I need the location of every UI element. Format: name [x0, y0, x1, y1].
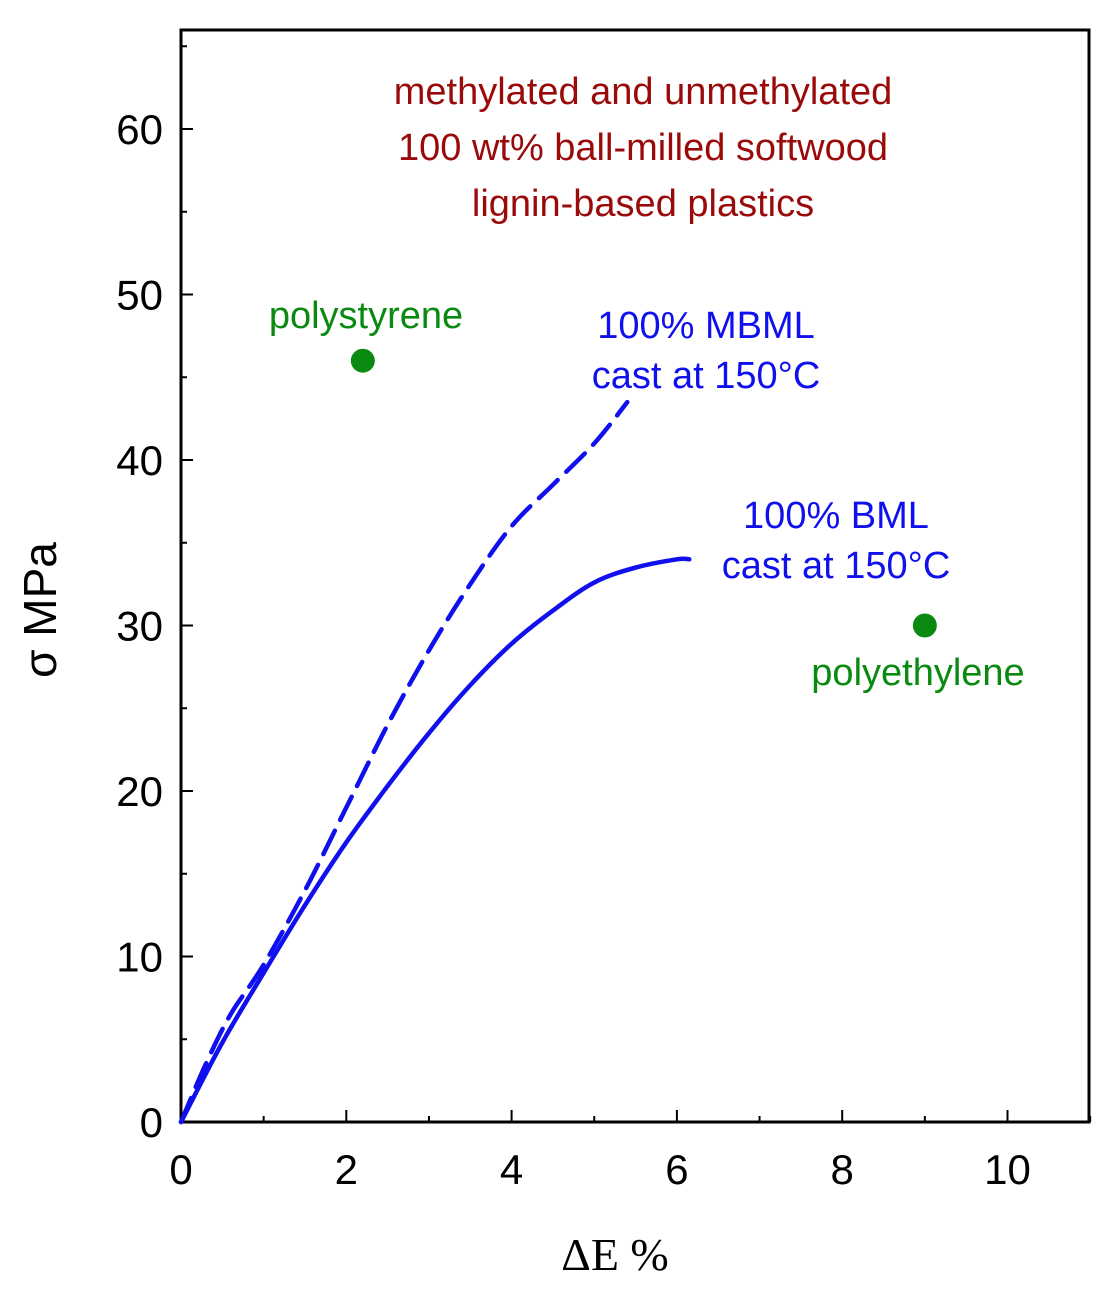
mbml-curve: [178, 399, 630, 1125]
polystyrene-label: polystyrene: [269, 295, 463, 337]
x-tick-label-6: 6: [665, 1146, 688, 1193]
x-tick-label-0: 0: [169, 1146, 192, 1193]
x-tick-label-2: 2: [335, 1146, 358, 1193]
y-tick-label-10: 10: [116, 934, 163, 981]
x-tick-label-8: 8: [831, 1146, 854, 1193]
chart-title: methylated and unmethylated 100 wt% ball-…: [394, 71, 893, 225]
y-tick-label-20: 20: [116, 768, 163, 815]
bml-label-line2: cast at 150°C: [722, 545, 951, 587]
bml-curve: [178, 556, 692, 1125]
y-tick-label-60: 60: [116, 106, 163, 153]
polyethylene-label: polyethylene: [811, 652, 1024, 694]
series-layer: [178, 399, 692, 1125]
y-tick-label-0: 0: [140, 1099, 163, 1146]
chart-title-line-1: methylated and unmethylated: [394, 71, 893, 113]
x-axis: 0 2 4 6 8 10: [169, 1110, 1092, 1193]
x-tick-label-4: 4: [500, 1146, 523, 1193]
plot-frame: [179, 28, 1091, 1124]
mbml-label-line1: 100% MBML: [597, 305, 815, 347]
y-axis-title: σ MPa: [14, 542, 66, 678]
chart-title-line-3: lignin-based plastics: [472, 183, 814, 225]
polystyrene-point: [350, 348, 375, 373]
bml-label-line1: 100% BML: [743, 495, 929, 537]
y-tick-label-50: 50: [116, 272, 163, 319]
y-axis: 0 10 20 30 40 50 60: [116, 45, 193, 1146]
x-tick-label-10: 10: [984, 1146, 1031, 1193]
chart-title-line-2: 100 wt% ball-milled softwood: [398, 127, 888, 169]
y-tick-label-40: 40: [116, 437, 163, 484]
y-tick-label-30: 30: [116, 603, 163, 650]
mbml-label-line2: cast at 150°C: [592, 355, 821, 397]
points-layer: [350, 348, 937, 638]
x-axis-title: ΔΕ %: [561, 1229, 669, 1280]
polyethylene-point: [912, 613, 937, 638]
